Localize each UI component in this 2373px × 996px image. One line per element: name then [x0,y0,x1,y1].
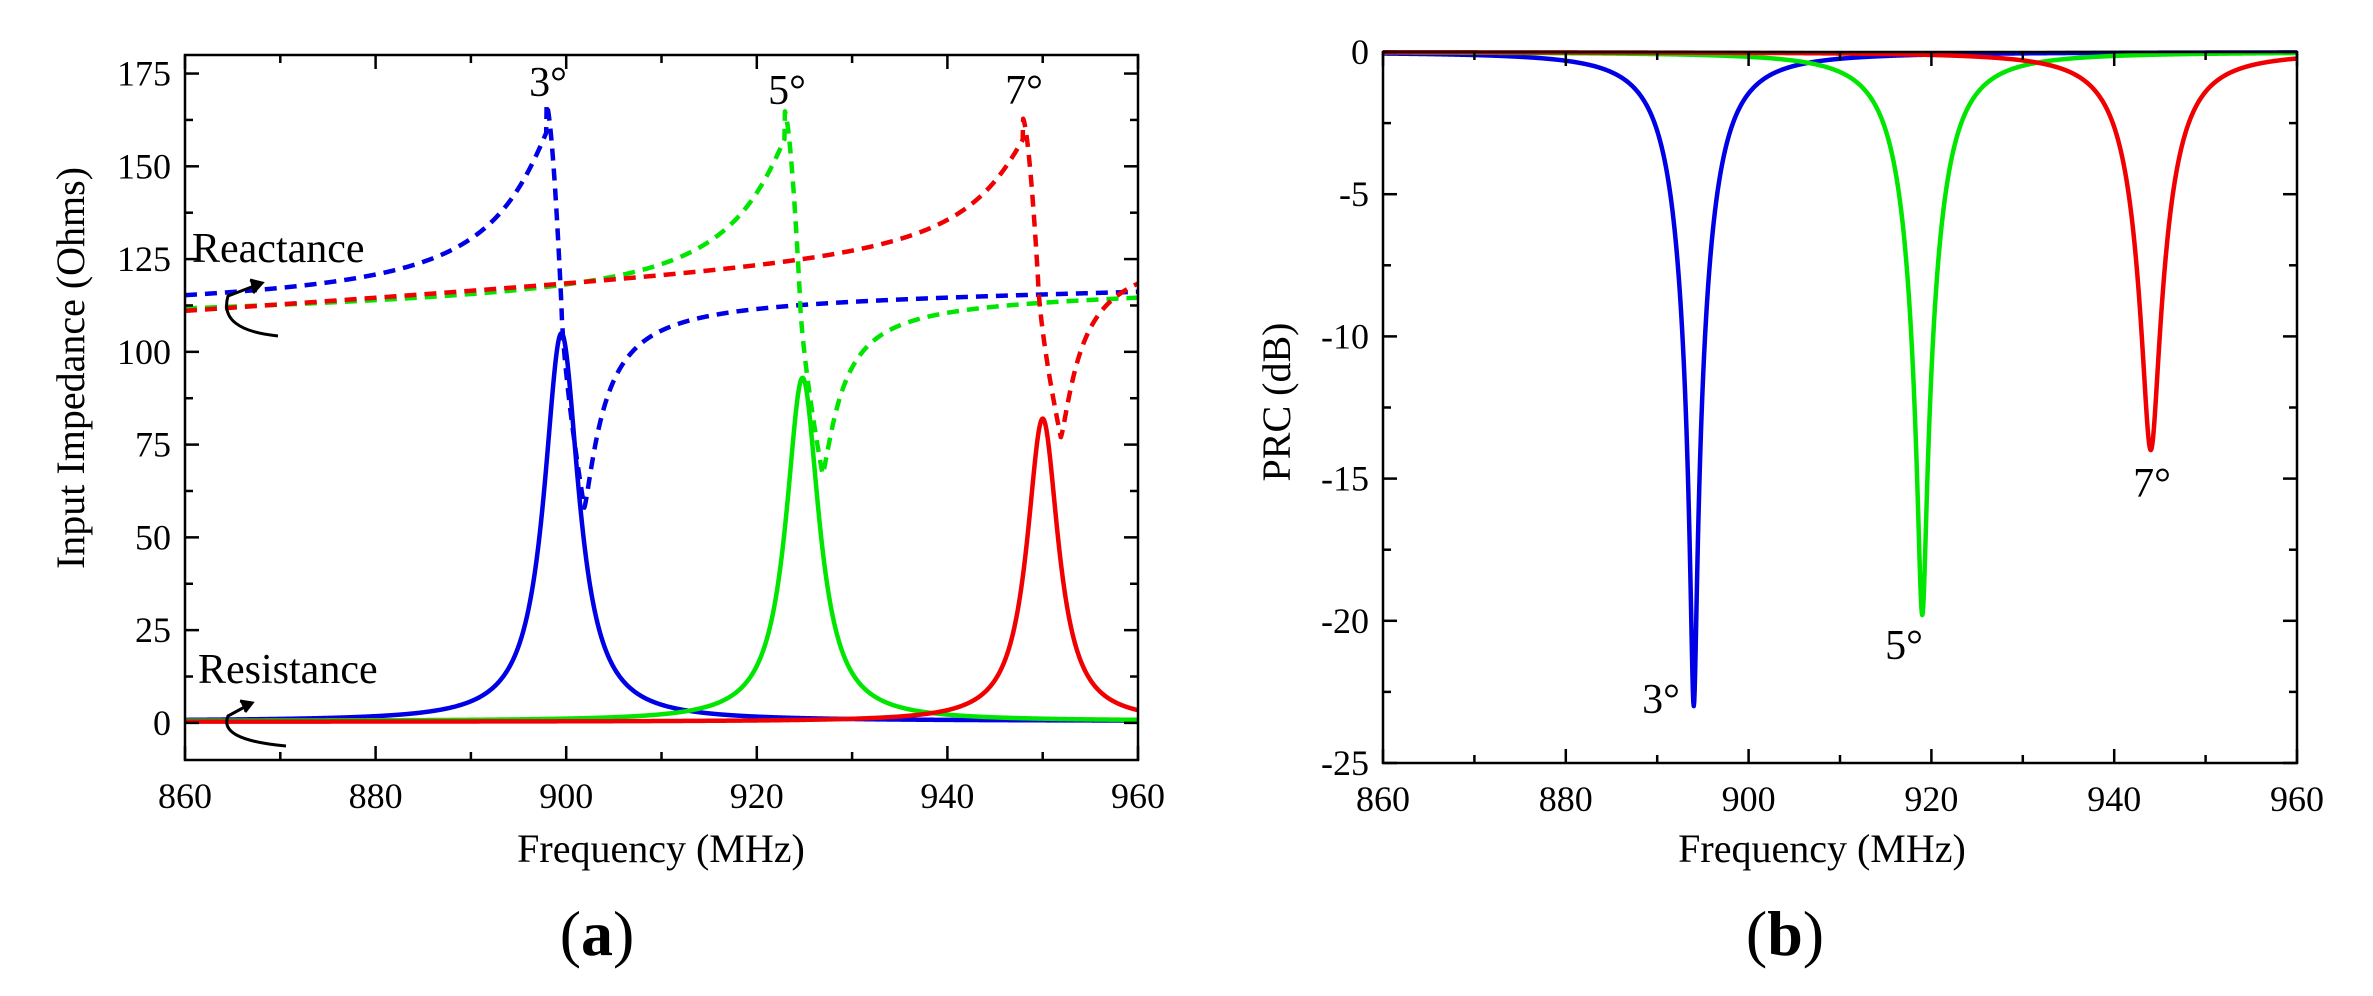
x-tick-label-a: 940 [920,776,974,816]
y-tick-label-a: 75 [135,425,171,465]
annotation-resistance: Resistance [198,647,378,693]
panel-b: 860 880 900 920 940 960 0 -5 -10 -15 -20 -25 Freque… [1254,32,2324,969]
series-a-reactance-2 [183,116,1140,440]
annotation-a-7deg: 7° [1005,68,1043,114]
annotation-reactance: Reactance [192,226,365,272]
panel-label-a: (a) [560,898,635,969]
series-a-resistance-5 [183,416,1140,724]
y-tick-label-b: -5 [1339,174,1369,214]
annotation-b-5deg: 5° [1885,623,1923,669]
x-tick-label-b: 900 [1722,779,1776,819]
panel-a: 860 880 900 920 940 960 0 25 50 75 100 125 150 175 Fr… [48,54,1165,969]
series-a-resistance-3 [183,331,1140,723]
panel-a-xlabel: Frequency (MHz) [517,826,805,871]
annotation-a-5deg: 5° [768,68,806,114]
x-tick-label-a: 900 [539,776,593,816]
x-tick-label-b: 940 [2087,779,2141,819]
panel-a-axes [183,53,1140,762]
x-tick-label-b: 860 [1356,779,1410,819]
annotation-b-7deg: 7° [2133,461,2171,507]
y-tick-label-a: 125 [117,239,171,279]
panel-b-xlabel: Frequency (MHz) [1678,826,1966,871]
panel-a-series [183,101,1140,724]
plot-frame-b [1381,50,2299,765]
y-tick-label-a: 175 [117,54,171,94]
panel-label-b: (b) [1746,898,1824,969]
panel-a-ylabel: Input Impedance (Ohms) [48,167,93,569]
series-a-reactance-0 [183,101,1140,510]
series-b-prc-2 [1381,49,2299,453]
y-tick-label-b: -25 [1321,743,1369,783]
panel-b-axes [1381,50,2299,765]
annotation-a-3deg: 3° [529,60,567,106]
panel-b-series [1381,49,2299,709]
series-a-reactance-1 [183,109,1140,477]
panel-b-ticklabels: 860 880 900 920 940 960 0 -5 -10 -15 -20 -25 [1321,32,2324,819]
y-tick-label-a: 50 [135,517,171,557]
x-tick-label-a: 860 [158,776,212,816]
y-tick-label-a: 100 [117,332,171,372]
y-tick-label-b: -15 [1321,459,1369,499]
x-tick-label-a: 880 [349,776,403,816]
panel-a-ticklabels: 860 880 900 920 940 960 0 25 50 75 100 125 150 175 [117,54,1165,816]
y-tick-label-a: 0 [153,703,171,743]
resistance-arrow [225,699,287,748]
y-tick-label-b: -20 [1321,601,1369,641]
x-tick-label-a: 960 [1111,776,1165,816]
x-tick-label-b: 880 [1539,779,1593,819]
x-tick-label-b: 920 [1904,779,1958,819]
y-tick-label-b: -10 [1321,316,1369,356]
series-b-prc-0 [1381,50,2299,709]
y-tick-label-b: 0 [1351,32,1369,72]
panel-b-ylabel: PRC (dB) [1254,323,1299,482]
reactance-arrow [225,278,279,338]
x-tick-label-a: 920 [730,776,784,816]
y-tick-label-a: 25 [135,610,171,650]
annotation-b-3deg: 3° [1642,677,1680,723]
x-tick-label-b: 960 [2270,779,2324,819]
y-tick-label-a: 150 [117,146,171,186]
